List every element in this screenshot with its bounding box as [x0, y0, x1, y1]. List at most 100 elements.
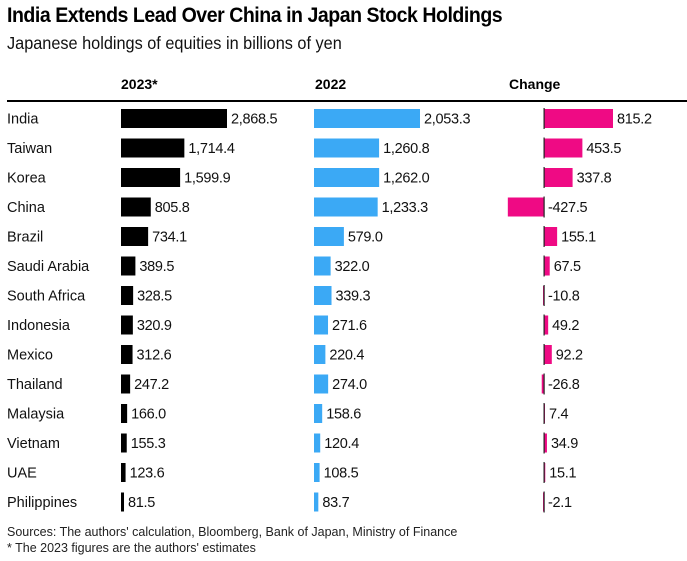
value-label-change: 337.8 — [577, 171, 612, 187]
value-label-change: 34.9 — [551, 436, 578, 452]
bar-2023 — [121, 345, 133, 364]
bar-2023 — [121, 227, 149, 246]
bar-2023 — [121, 433, 127, 453]
bar-2023 — [121, 168, 181, 187]
value-label-change: -10.8 — [548, 289, 580, 305]
bar-change — [544, 109, 613, 128]
change-zero-tick — [543, 432, 545, 454]
category-label: Vietnam — [7, 436, 60, 452]
value-label-change: 92.2 — [556, 348, 583, 364]
bar-2023 — [121, 492, 125, 512]
value-label-2023: 1,714.4 — [188, 141, 235, 157]
sources-note: Sources: The authors' calculation, Bloom… — [7, 525, 458, 539]
category-label: Saudi Arabia — [7, 259, 90, 275]
bar-2022 — [314, 433, 321, 453]
bar-2022 — [314, 197, 378, 217]
bar-change — [544, 433, 547, 453]
value-label-change: 815.2 — [617, 112, 652, 128]
bar-2023 — [121, 197, 151, 217]
value-label-2023: 123.6 — [130, 466, 165, 482]
bar-2022 — [314, 374, 329, 394]
bar-2022 — [314, 463, 320, 482]
bar-change — [544, 315, 549, 335]
bar-2022 — [314, 404, 323, 423]
change-zero-tick — [543, 462, 545, 483]
value-label-2023: 155.3 — [131, 436, 166, 452]
value-label-change: -26.8 — [548, 377, 580, 393]
bar-2023 — [121, 315, 133, 335]
value-label-change: -2.1 — [548, 495, 572, 511]
value-label-2022: 579.0 — [348, 230, 383, 246]
value-label-2022: 120.4 — [324, 436, 359, 452]
category-label: Indonesia — [7, 318, 71, 334]
value-label-2022: 2,053.3 — [424, 112, 471, 128]
bar-change — [544, 168, 573, 187]
change-zero-tick — [543, 167, 545, 188]
value-label-2022: 220.4 — [329, 348, 364, 364]
change-zero-tick — [543, 373, 545, 395]
bar-change — [544, 227, 558, 246]
value-label-2023: 247.2 — [134, 377, 169, 393]
value-label-2023: 328.5 — [137, 289, 172, 305]
bar-2023 — [121, 404, 128, 423]
category-label: Mexico — [7, 348, 53, 364]
bar-change — [541, 374, 544, 394]
value-label-2022: 274.0 — [332, 377, 367, 393]
value-label-change: 7.4 — [549, 407, 568, 423]
bar-2023 — [121, 138, 185, 158]
category-label: Brazil — [7, 230, 43, 246]
value-label-change: -427.5 — [548, 200, 588, 216]
bar-2022 — [314, 492, 319, 512]
category-label: Thailand — [7, 377, 63, 393]
value-label-2023: 320.9 — [137, 318, 172, 334]
bar-2023 — [121, 109, 227, 128]
change-zero-tick — [543, 196, 545, 218]
value-label-change: 15.1 — [549, 466, 576, 482]
category-label: China — [7, 200, 46, 216]
value-label-2023: 1,599.9 — [184, 171, 231, 187]
bar-2022 — [314, 109, 420, 128]
category-label: UAE — [7, 466, 37, 482]
bar-2023 — [121, 463, 126, 482]
value-label-change: 453.5 — [586, 141, 621, 157]
change-zero-tick — [543, 491, 545, 513]
change-zero-tick — [543, 403, 545, 424]
bar-2022 — [314, 256, 331, 276]
estimate-footnote: * The 2023 figures are the authors' esti… — [7, 541, 256, 555]
category-label: Taiwan — [7, 141, 52, 157]
change-zero-tick — [543, 344, 545, 365]
value-label-2023: 805.8 — [155, 200, 190, 216]
change-zero-tick — [543, 314, 545, 336]
value-label-2022: 1,233.3 — [382, 200, 429, 216]
bar-2022 — [314, 138, 380, 158]
value-label-2023: 734.1 — [152, 230, 187, 246]
category-label: South Africa — [7, 289, 86, 305]
bar-change — [507, 197, 544, 217]
value-label-2022: 339.3 — [336, 289, 371, 305]
chart-title: India Extends Lead Over China in Japan S… — [7, 4, 503, 27]
value-label-2022: 108.5 — [324, 466, 359, 482]
change-zero-tick — [543, 108, 545, 129]
value-label-2023: 166.0 — [131, 407, 166, 423]
value-label-2022: 1,260.8 — [383, 141, 430, 157]
bar-2023 — [121, 374, 131, 394]
value-label-change: 67.5 — [554, 259, 581, 275]
value-label-change: 49.2 — [552, 318, 579, 334]
value-label-2023: 389.5 — [139, 259, 174, 275]
chart-subtitle: Japanese holdings of equities in billion… — [7, 33, 342, 53]
bar-2022 — [314, 345, 326, 364]
value-label-2022: 158.6 — [326, 407, 361, 423]
bar-2023 — [121, 256, 136, 276]
category-label: Malaysia — [7, 407, 65, 423]
value-label-2023: 81.5 — [128, 495, 155, 511]
column-header-2022: 2022 — [315, 76, 347, 92]
value-label-2022: 83.7 — [322, 495, 349, 511]
bar-change — [544, 138, 583, 158]
header-rule — [7, 100, 687, 102]
change-zero-tick — [543, 255, 545, 277]
change-zero-tick — [543, 226, 545, 247]
value-label-2022: 322.0 — [335, 259, 370, 275]
value-label-2023: 2,868.5 — [231, 112, 278, 128]
bar-2022 — [314, 286, 332, 305]
